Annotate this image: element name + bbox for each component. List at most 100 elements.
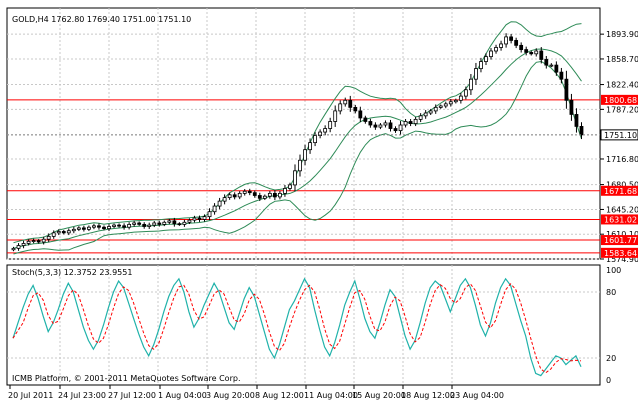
candle-body [539, 50, 544, 60]
candle-body [112, 224, 116, 227]
candle-body [489, 50, 493, 58]
candle-body [298, 159, 302, 172]
candle-body [323, 128, 328, 133]
stoch-title: Stoch(5,3,3) 12.3752 23.9551 [12, 268, 132, 277]
candle-body [51, 232, 56, 237]
horizontal-lines [7, 99, 600, 254]
candle-body [398, 124, 403, 132]
candle-body [383, 122, 388, 126]
candle-body [117, 224, 121, 227]
candle-body [418, 115, 423, 120]
candle-body [232, 194, 237, 198]
stoch-level-label: 20 [606, 354, 616, 363]
candle-body [348, 99, 353, 108]
candle-body [458, 95, 463, 101]
time-tick-label: 1 Aug 04:00 [158, 391, 207, 400]
candle-body [152, 222, 157, 226]
candle-body [192, 217, 197, 221]
price-tick-label: 1574.90 [606, 255, 638, 264]
candle-body [76, 227, 81, 230]
main-panel[interactable] [6, 7, 601, 260]
candle-body [544, 59, 549, 66]
stoch-axis: 100 80 20 0 [606, 266, 621, 385]
candle-body [142, 223, 147, 227]
candle-body [474, 68, 478, 80]
time-tick-label: 24 Jul 23:00 [58, 391, 106, 400]
candle-body [413, 118, 418, 124]
time-tick-label: 23 Aug 04:00 [450, 391, 504, 400]
time-tick-label: 18 Aug 12:00 [401, 391, 455, 400]
candle-body [443, 103, 448, 107]
candle-body [453, 99, 458, 103]
candle-body [293, 170, 297, 186]
candle-body [21, 243, 26, 246]
candle-body [388, 122, 393, 129]
candle-body [272, 192, 277, 198]
candle-body [278, 192, 282, 198]
candle-body [132, 222, 137, 225]
level-tag [601, 185, 638, 196]
candle-body [303, 149, 307, 161]
time-axis: 20 Jul 2011 24 Jul 23:00 27 Jul 12:00 1 Aug… [8, 385, 504, 400]
candle-body [137, 222, 142, 225]
stoch-signal-line [12, 283, 582, 374]
candle-body [333, 110, 338, 122]
candle-body [16, 245, 21, 249]
candle-body [157, 222, 162, 225]
bollinger-bands [13, 21, 582, 255]
candle-body [127, 223, 132, 228]
time-tick-label: 15 Aug 20:00 [352, 391, 406, 400]
copyright-text: ICMB Platform, © 2001-2011 MetaQuotes So… [12, 374, 241, 383]
candle-body [433, 106, 438, 112]
candle-body [177, 223, 182, 226]
level-tag [601, 214, 638, 225]
time-tick-label: 3 Aug 20:00 [206, 391, 255, 400]
candle-body [202, 216, 207, 220]
time-tick-label: 27 Jul 12:00 [108, 391, 156, 400]
candle-body [212, 205, 217, 213]
candle-body [81, 227, 86, 230]
candle-body [187, 219, 192, 223]
candle-body [262, 195, 267, 199]
candle-body [514, 40, 519, 46]
stoch-level-label: 0 [606, 376, 611, 385]
candle-body [338, 103, 343, 112]
time-tick-label: 11 Aug 04:00 [304, 391, 358, 400]
stoch-panel[interactable] [6, 264, 601, 386]
candle-body [31, 240, 36, 243]
candle-body [463, 89, 468, 97]
candle-body [197, 217, 202, 220]
price-tick-label: 1716.80 [606, 155, 638, 164]
band-middle [13, 48, 582, 249]
time-tick-label: 8 Aug 12:00 [255, 391, 304, 400]
candle-body [227, 194, 232, 199]
candle-body [252, 192, 257, 196]
level-tag-label: 1583.64 [604, 249, 637, 258]
main-grid [7, 8, 600, 260]
candle-body [358, 110, 363, 119]
stoch-grid [7, 265, 600, 385]
level-tag [601, 235, 638, 246]
candle-body [469, 78, 473, 91]
candle-body [237, 192, 242, 198]
candle-body [373, 124, 378, 128]
candle-body [56, 231, 61, 234]
candles [11, 33, 584, 252]
candle-body [368, 121, 373, 126]
candle-body [207, 211, 212, 218]
level-tag [601, 247, 638, 258]
candle-body [247, 190, 252, 194]
candle-body [448, 101, 453, 105]
price-tick-label: 1893.90 [606, 30, 638, 39]
candle-body [87, 226, 91, 230]
candle-body [328, 121, 333, 129]
candle-body [534, 50, 539, 55]
candle-body [172, 220, 177, 225]
candle-body [393, 128, 398, 132]
candle-body [36, 240, 41, 243]
stoch-level-label: 80 [606, 288, 616, 297]
candle-body [97, 225, 101, 228]
price-tick-label: 1858.70 [606, 55, 638, 64]
candle-body [524, 49, 529, 53]
